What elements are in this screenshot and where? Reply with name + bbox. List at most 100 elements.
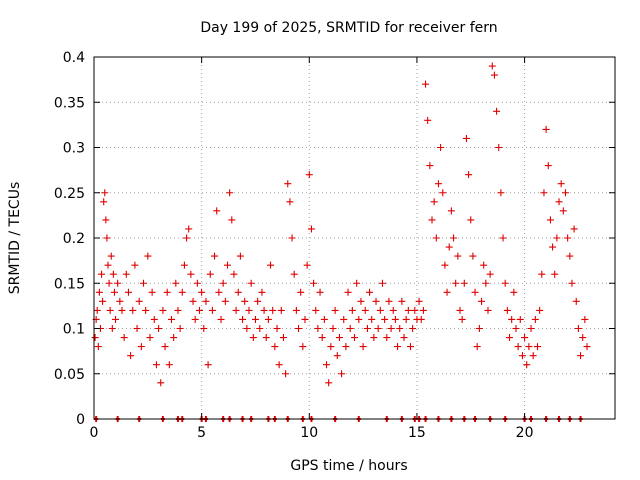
data-point [577,352,585,360]
data-point [512,325,520,332]
data-point [174,306,182,314]
data-point [424,116,432,124]
data-point [127,352,135,360]
data-point [295,325,303,332]
data-point [124,288,132,296]
data-point [471,288,479,296]
data-point [208,306,216,314]
x-axis-ticks: 0 5 10 15 20 [90,57,534,441]
data-point [521,334,529,342]
data-point [314,325,322,332]
data-point [133,325,141,332]
data-point [200,325,208,332]
data-point [245,306,253,314]
y-tick-label: 0 [76,412,85,428]
data-point [549,243,557,251]
data-point [279,334,287,342]
data-point [422,80,430,88]
data-point [310,279,318,287]
data-point [503,306,511,314]
data-point [516,315,524,323]
data-point [488,62,496,70]
y-axis-title: SRMTID / TECUs [7,182,23,295]
x-tick-label: 0 [90,425,99,441]
data-point [228,216,236,224]
data-point [452,279,460,287]
data-point [536,306,544,314]
data-point [460,279,468,287]
data-point [163,288,171,296]
data-point [396,325,404,332]
data-point [290,270,298,278]
data-point [269,306,277,314]
data-point [129,306,137,314]
data-point [415,297,423,305]
data-point [94,343,102,351]
data-point [305,171,313,179]
data-point [484,306,492,314]
data-point [187,270,195,278]
data-point [344,288,352,296]
data-point [144,252,152,260]
data-point [191,315,199,323]
data-point [195,306,203,314]
data-point [351,334,358,342]
data-point [170,334,178,342]
data-point [385,297,393,305]
data-point [120,334,128,342]
data-point [402,315,410,323]
data-point [454,252,462,260]
data-point [333,352,341,360]
data-point [353,279,361,287]
data-point [374,325,382,332]
data-point [475,325,483,332]
data-point [112,315,120,323]
data-point [241,297,249,305]
x-tick-label: 20 [516,425,534,441]
data-point [493,107,501,115]
data-point [383,334,391,342]
data-point [359,343,367,351]
data-point [137,343,145,351]
data-point [183,234,191,242]
data-point [400,334,408,342]
data-point [273,325,281,332]
data-point [148,288,156,296]
data-point [529,352,537,360]
data-point [323,361,331,369]
data-point [223,261,231,269]
data-point [456,306,464,314]
data-point [271,343,279,351]
data-point [176,325,184,332]
data-point [157,379,165,387]
data-point [100,198,108,206]
data-point [572,297,580,305]
data-point [303,261,311,269]
data-point [346,325,354,332]
data-point [348,306,356,314]
data-point [450,234,458,242]
x-tick-label: 15 [408,425,426,441]
data-point [426,162,434,170]
data-point [579,334,587,342]
data-point [437,144,445,151]
data-point [236,252,244,260]
data-point [338,370,346,378]
data-point [557,180,565,188]
y-tick-label: 0.15 [54,276,85,292]
data-point [288,234,296,242]
data-point [243,325,251,332]
data-point [398,297,406,305]
y-tick-label: 0.35 [54,95,85,111]
data-point [98,270,106,278]
data-point [378,279,386,287]
data-point [110,288,118,296]
data-point [206,270,214,278]
data-point [370,334,378,342]
data-point [434,180,442,188]
data-point [443,288,451,296]
data-point [152,361,160,369]
data-point [411,306,419,314]
data-point [376,306,384,314]
data-point [419,306,427,314]
